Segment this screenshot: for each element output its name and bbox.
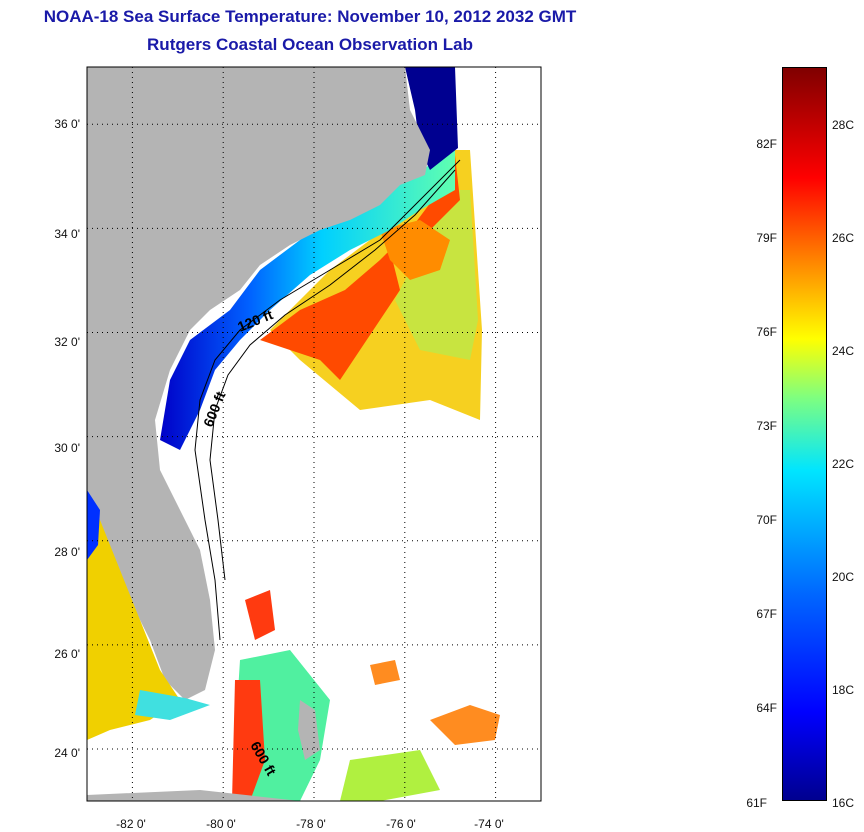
lon-label: -82 0' (116, 817, 146, 831)
sst-gulf-blue (87, 490, 100, 560)
sst-orange (380, 220, 450, 280)
sst-south-green (340, 750, 440, 801)
map-grid (87, 67, 541, 801)
isobath-lines (194, 159, 461, 641)
sst-east-patch2 (370, 660, 400, 685)
colorbar-label-c: 24C (832, 344, 855, 358)
sst-bahamas-red2 (245, 590, 275, 640)
colorbar-label-f: 76F (756, 325, 777, 339)
sst-gulfstream (260, 155, 460, 400)
colorbar-label-c: 18C (832, 683, 855, 697)
colorbar-label-c: 28C (832, 118, 855, 132)
colorbar-label-f: 61F (746, 796, 767, 810)
colorbar-label-f: 82F (756, 137, 777, 151)
lat-label: 36 0' (54, 117, 80, 131)
lon-label: -78 0' (296, 817, 326, 831)
sst-keys-cyan (135, 690, 210, 720)
colorbar-label-c: 20C (832, 570, 855, 584)
sst-swath-green (395, 190, 478, 360)
colorbar-label-c: 16C (832, 796, 855, 810)
map-title: NOAA-18 Sea Surface Temperature: Novembe… (43, 7, 577, 26)
lat-label: 30 0' (54, 441, 80, 455)
colorbar-label-f: 67F (756, 607, 777, 621)
lat-label: 26 0' (54, 647, 80, 661)
colorbar-label-f: 73F (756, 419, 777, 433)
lon-label: -80 0' (206, 817, 236, 831)
lon-label: -74 0' (474, 817, 504, 831)
land-bahamas (298, 700, 320, 760)
lon-label: -76 0' (386, 817, 416, 831)
sst-bahamas-red (232, 680, 265, 801)
colorbar-label-f: 64F (756, 701, 777, 715)
colorbar-label-f: 70F (756, 513, 777, 527)
colorbar-label-c: 22C (832, 457, 855, 471)
colorbar-label-c: 26C (832, 231, 855, 245)
lat-label: 28 0' (54, 545, 80, 559)
sst-coastal-cold (160, 150, 455, 450)
colorbar-label-f: 79F (756, 231, 777, 245)
temperature-colorbar (782, 67, 827, 801)
land-cuba (87, 790, 300, 801)
lat-label: 32 0' (54, 335, 80, 349)
sst-east-patch (430, 705, 500, 745)
lat-label: 24 0' (54, 746, 80, 760)
sst-nc-cold (405, 67, 458, 170)
sst-gulf (87, 495, 180, 740)
map-subtitle: Rutgers Coastal Ocean Observation Lab (147, 35, 473, 54)
lat-label: 34 0' (54, 227, 80, 241)
land-us-southeast (87, 67, 430, 700)
